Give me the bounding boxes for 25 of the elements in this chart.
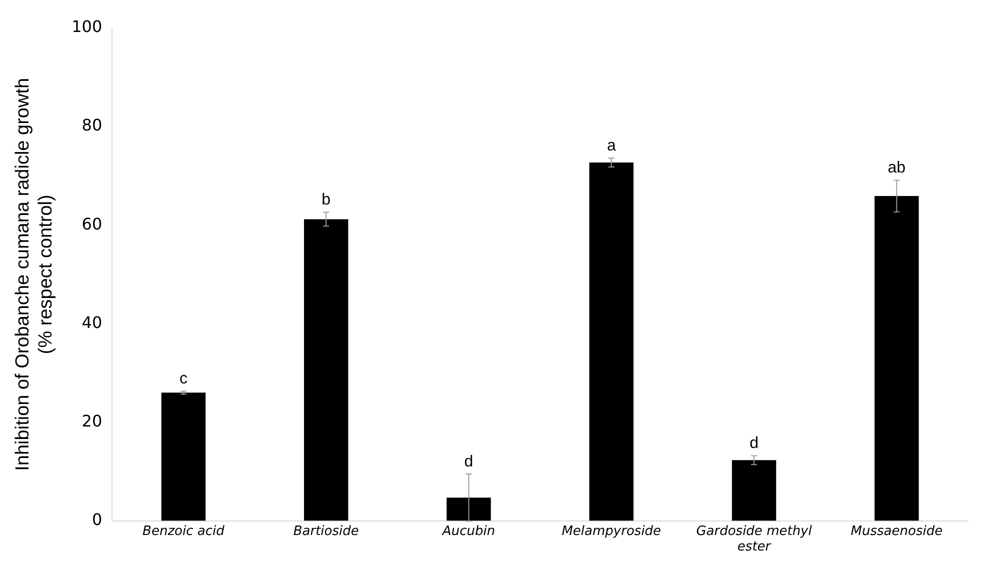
annotation: d: [750, 435, 758, 452]
x-tick-label: Melampyroside: [562, 524, 662, 539]
x-tick-label: Bartioside: [293, 524, 359, 539]
y-tick-label: 20: [82, 411, 102, 430]
y-tick-label: 40: [82, 312, 102, 332]
y-tick-label: 100: [72, 17, 102, 36]
y-tick-label: 80: [82, 116, 102, 135]
annotation: ab: [888, 160, 906, 177]
annotation: a: [606, 138, 616, 155]
bar: [589, 162, 634, 521]
x-tick-label: Aucubin: [441, 524, 496, 539]
y-tick-label: 0: [92, 510, 102, 529]
y-tick-label: 60: [82, 214, 102, 234]
bar: [446, 498, 491, 521]
bar: [874, 196, 919, 521]
x-tick-label: Benzoic acid: [142, 524, 226, 539]
bar: [304, 219, 348, 521]
y-axis-title: Inhibition of Orobanche cumana radicle growth (% respect control): [12, 78, 56, 471]
bar: [161, 392, 206, 521]
x-tick-label: Gardoside methyl ester: [696, 524, 812, 555]
x-tick-label: Mussaenoside: [850, 524, 943, 539]
bar: [732, 460, 776, 521]
annotation: d: [464, 453, 474, 470]
annotation: c: [179, 370, 188, 388]
annotation: b: [322, 192, 331, 209]
